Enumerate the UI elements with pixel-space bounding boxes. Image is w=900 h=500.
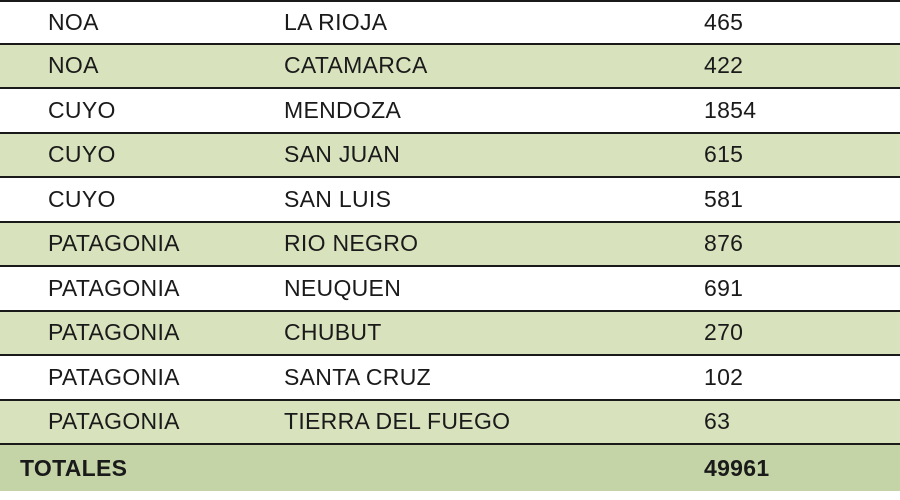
region-cell: PATAGONIA <box>0 230 280 257</box>
table-row: PATAGONIANEUQUEN691 <box>0 267 900 312</box>
province-cell: LA RIOJA <box>280 9 700 36</box>
region-cell: PATAGONIA <box>0 275 280 302</box>
region-cell: CUYO <box>0 141 280 168</box>
table-row: CUYOSAN JUAN615 <box>0 134 900 179</box>
value-cell: 876 <box>700 230 900 257</box>
region-cell: CUYO <box>0 186 280 213</box>
table-row: NOACATAMARCA422 <box>0 45 900 90</box>
totals-label: TOTALES <box>0 455 280 482</box>
table-row: PATAGONIARIO NEGRO876 <box>0 223 900 268</box>
value-cell: 1854 <box>700 97 900 124</box>
province-cell: SAN JUAN <box>280 141 700 168</box>
province-cell: NEUQUEN <box>280 275 700 302</box>
totals-value: 49961 <box>700 455 900 482</box>
value-cell: 615 <box>700 141 900 168</box>
value-cell: 581 <box>700 186 900 213</box>
province-cell: TIERRA DEL FUEGO <box>280 408 700 435</box>
province-cell: SAN LUIS <box>280 186 700 213</box>
table-row: CUYOSAN LUIS581 <box>0 178 900 223</box>
region-province-table: NOALA RIOJA465NOACATAMARCA422CUYOMENDOZA… <box>0 0 900 491</box>
region-cell: PATAGONIA <box>0 319 280 346</box>
region-cell: PATAGONIA <box>0 408 280 435</box>
region-cell: NOA <box>0 9 280 36</box>
region-cell: NOA <box>0 52 280 79</box>
table-row: PATAGONIASANTA CRUZ102 <box>0 356 900 401</box>
value-cell: 691 <box>700 275 900 302</box>
table-row: PATAGONIACHUBUT270 <box>0 312 900 357</box>
region-cell: PATAGONIA <box>0 364 280 391</box>
value-cell: 63 <box>700 408 900 435</box>
province-cell: SANTA CRUZ <box>280 364 700 391</box>
table-row: PATAGONIATIERRA DEL FUEGO63 <box>0 401 900 446</box>
value-cell: 270 <box>700 319 900 346</box>
value-cell: 465 <box>700 9 900 36</box>
region-cell: CUYO <box>0 97 280 124</box>
value-cell: 422 <box>700 52 900 79</box>
province-cell: RIO NEGRO <box>280 230 700 257</box>
province-cell: CHUBUT <box>280 319 700 346</box>
province-cell: CATAMARCA <box>280 52 700 79</box>
table-row: CUYOMENDOZA1854 <box>0 89 900 134</box>
value-cell: 102 <box>700 364 900 391</box>
table-row: NOALA RIOJA465 <box>0 0 900 45</box>
province-cell: MENDOZA <box>280 97 700 124</box>
totals-row: TOTALES 49961 <box>0 445 900 491</box>
